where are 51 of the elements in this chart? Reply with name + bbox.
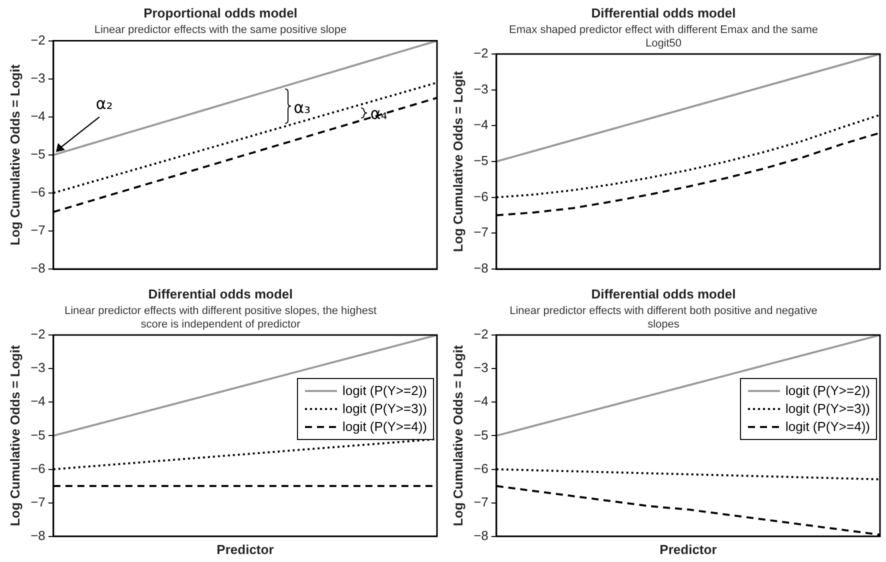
y-tick-label: −7 bbox=[474, 494, 488, 510]
y-tick-label: −3 bbox=[474, 360, 488, 376]
y-tick-label: −3 bbox=[474, 81, 488, 96]
y-tick-label: −2 bbox=[474, 46, 488, 61]
chart-subtitle: Linear predictor effects with different both positive and negative slopes bbox=[510, 305, 818, 330]
chart-subtitle: Linear predictor effects with the same positive slope bbox=[94, 24, 347, 36]
y-axis-title: Log Cumulative Odds = Logit bbox=[450, 344, 466, 526]
chart-subtitle: Linear predictor effects with different positive slopes, the highest score is independent of predictor bbox=[64, 305, 377, 330]
y-tick-label: −6 bbox=[30, 184, 46, 200]
y-tick-label: −8 bbox=[474, 528, 488, 543]
y-tick-label: −4 bbox=[30, 394, 46, 409]
y-tick-label: −3 bbox=[30, 70, 46, 86]
legend-label: logit (P(Y>=2)) bbox=[785, 382, 870, 400]
x-axis-title: Predictor bbox=[660, 542, 717, 557]
legend-label: logit (P(Y>=3)) bbox=[785, 400, 870, 418]
legend-label: logit (P(Y>=2)) bbox=[342, 382, 427, 400]
y-tick-label: −2 bbox=[474, 326, 488, 342]
chart-title: Proportional odds model bbox=[144, 5, 298, 20]
y-tick-label: −2 bbox=[30, 326, 46, 342]
annotation: α₂ bbox=[96, 94, 113, 114]
y-tick-label: −3 bbox=[30, 360, 46, 376]
y-tick-label: −4 bbox=[474, 394, 488, 409]
y-tick-label: −5 bbox=[30, 146, 46, 162]
y-tick-label: −5 bbox=[474, 153, 488, 168]
y-axis-title: Log Cumulative Odds = Logit bbox=[450, 70, 466, 252]
y-tick-label: −8 bbox=[30, 528, 46, 543]
chart-title: Differential odds model bbox=[591, 5, 736, 20]
y-axis-title: Log Cumulative Odds = Logit bbox=[7, 64, 22, 246]
y-tick-label: −6 bbox=[474, 188, 488, 204]
y-tick-label: −7 bbox=[30, 494, 46, 510]
legend-label: logit (P(Y>=3)) bbox=[342, 400, 427, 418]
legend-label: logit (P(Y>=4)) bbox=[785, 418, 870, 436]
y-tick-label: −6 bbox=[474, 460, 488, 476]
chart-subtitle: Emax shaped predictor effect with different Emax and the same Logit50 bbox=[509, 24, 818, 50]
legend-label: logit (P(Y>=4)) bbox=[342, 418, 427, 436]
y-tick-label: −5 bbox=[474, 427, 488, 442]
y-tick-label: −8 bbox=[30, 260, 46, 276]
y-tick-label: −5 bbox=[30, 427, 46, 442]
y-tick-label: −4 bbox=[30, 108, 46, 124]
y-tick-label: −8 bbox=[474, 260, 488, 276]
annotation: α₃ bbox=[294, 98, 311, 117]
y-tick-label: −7 bbox=[30, 222, 46, 238]
annotation: α₄ bbox=[370, 104, 388, 123]
y-axis-title: Log Cumulative Odds = Logit bbox=[7, 344, 22, 526]
y-tick-label: −6 bbox=[30, 460, 46, 476]
chart-title: Differential odds model bbox=[148, 286, 293, 302]
chart-title: Differential odds model bbox=[591, 286, 736, 302]
x-axis-title: Predictor bbox=[216, 542, 274, 557]
y-tick-label: −4 bbox=[474, 117, 488, 132]
y-tick-label: −7 bbox=[474, 224, 488, 240]
y-tick-label: −2 bbox=[30, 32, 46, 48]
